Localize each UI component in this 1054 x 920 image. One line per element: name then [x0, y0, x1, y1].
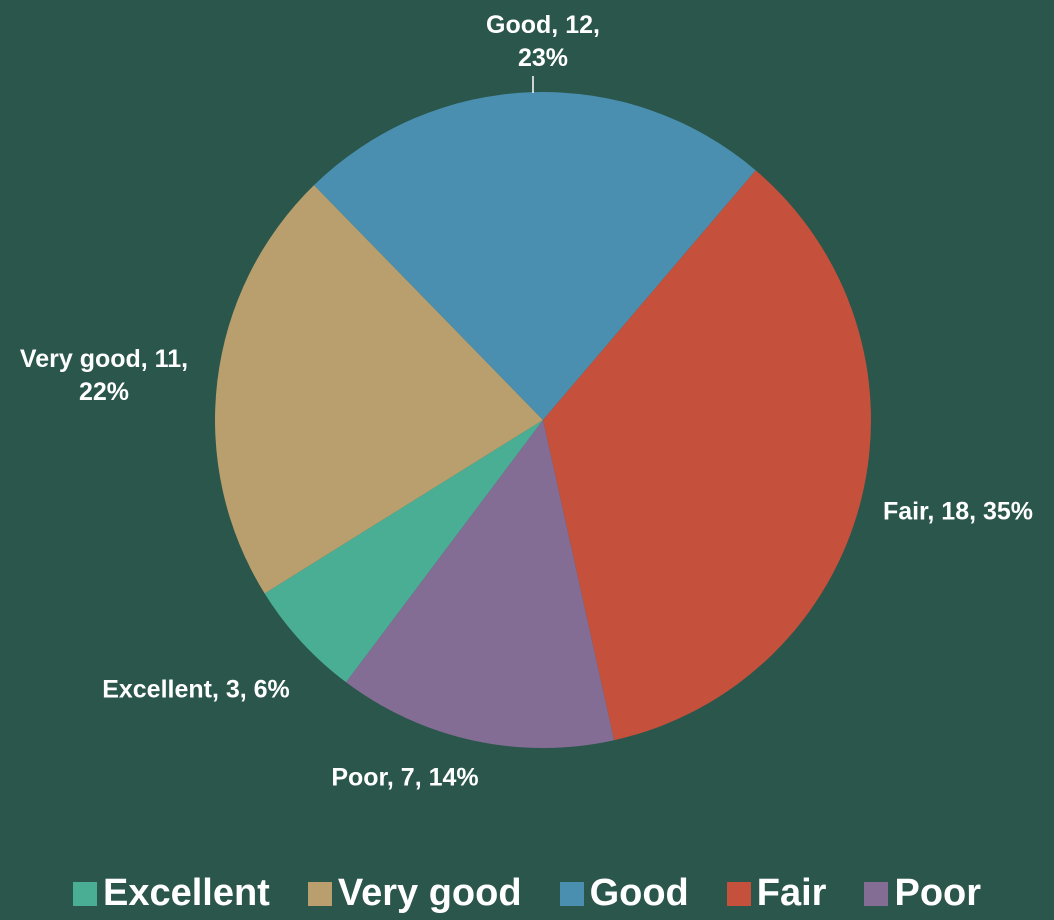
legend-label: Very good — [337, 872, 522, 914]
legend: Excellent Very good Good Fair Poor — [0, 872, 1054, 915]
legend-label: Good — [589, 872, 689, 914]
legend-swatch — [559, 881, 584, 906]
legend-swatch — [307, 881, 332, 906]
legend-item: Very good — [307, 872, 522, 915]
legend-item: Excellent — [72, 872, 270, 915]
legend-swatch — [726, 881, 751, 906]
data-label: Good, 12, 23% — [486, 11, 600, 72]
data-label: Very good, 11, 22% — [19, 345, 189, 406]
pie-slice — [314, 92, 756, 420]
legend-swatch — [72, 881, 97, 906]
pie-slice — [264, 420, 543, 683]
pie-slice — [543, 170, 871, 741]
legend-item: Good — [559, 872, 689, 915]
legend-item: Fair — [726, 872, 827, 915]
legend-swatch — [864, 881, 889, 906]
legend-label: Excellent — [102, 872, 270, 914]
pie-slice — [346, 420, 615, 748]
legend-label: Fair — [756, 872, 827, 914]
pie-slice — [214, 185, 544, 594]
data-label: Poor, 7, 14% — [331, 763, 479, 792]
data-label: Fair, 18, 35% — [882, 497, 1034, 526]
data-label: Excellent, 3, 6% — [102, 675, 290, 704]
legend-item: Poor — [864, 872, 981, 915]
legend-label: Poor — [894, 872, 982, 914]
